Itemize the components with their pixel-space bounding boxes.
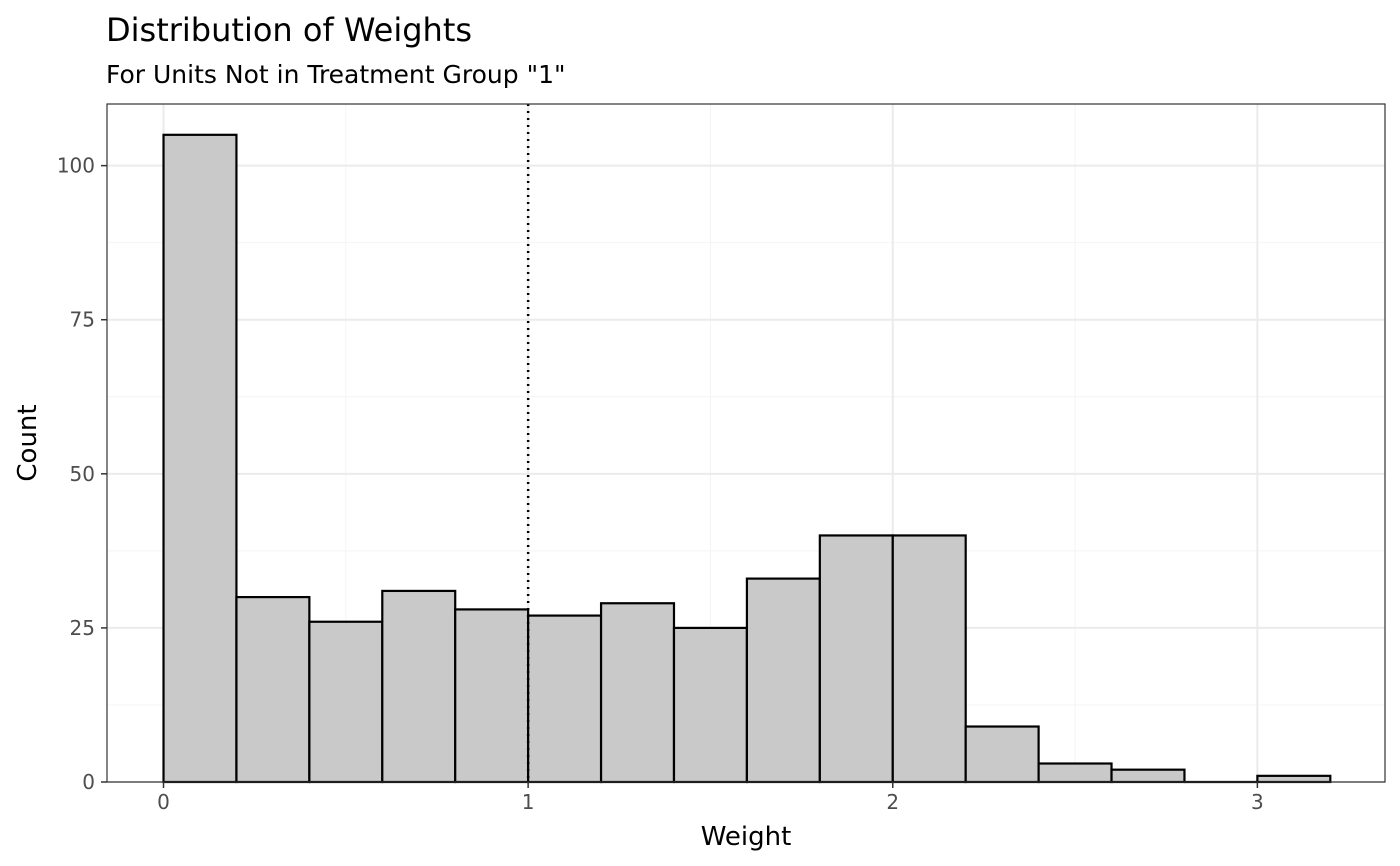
histogram-bar (599, 602, 676, 784)
y-tick-label: 75 (70, 308, 95, 332)
histogram-bar (745, 577, 821, 784)
histogram-bar (672, 626, 749, 784)
histogram-bars (162, 133, 1332, 784)
x-tick-label: 0 (157, 790, 170, 814)
histogram-bar (308, 620, 384, 784)
y-tick-label: 100 (57, 154, 95, 178)
histogram-bar (527, 614, 603, 784)
histogram-bar (454, 608, 530, 784)
y-axis-ticks: 0 25 50 75 100 (57, 154, 107, 794)
x-tick-label: 2 (886, 790, 899, 814)
y-tick-label: 50 (70, 462, 95, 486)
x-axis-title: Weight (701, 822, 792, 852)
histogram-bar (381, 589, 457, 784)
histogram-bar (235, 595, 311, 784)
histogram-bar (891, 534, 967, 784)
histogram-bar (964, 725, 1040, 784)
histogram-bar (1110, 768, 1186, 784)
x-tick-label: 3 (1251, 790, 1264, 814)
chart-subtitle: For Units Not in Treatment Group "1" (106, 60, 565, 89)
x-tick-label: 1 (522, 790, 535, 814)
y-tick-label: 25 (70, 616, 95, 640)
histogram-bar (162, 133, 238, 784)
histogram-bar (1256, 774, 1332, 784)
y-tick-label: 0 (82, 770, 95, 794)
x-axis-ticks: 0 1 2 3 (157, 782, 1264, 814)
chart-title: Distribution of Weights (106, 11, 472, 49)
histogram-bar (1037, 762, 1113, 784)
plot-panel-border (106, 103, 1386, 783)
y-axis-title: Count (13, 404, 43, 481)
histogram-bar (818, 534, 894, 784)
